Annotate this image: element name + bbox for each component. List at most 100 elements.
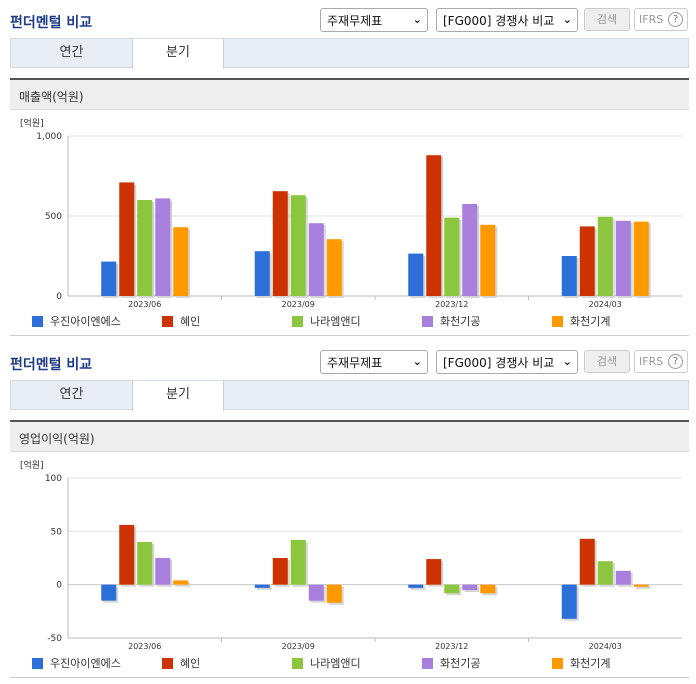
legend-item[interactable]: 화천기공 [422, 655, 480, 671]
ifrs-button[interactable]: IFRS? [634, 350, 688, 373]
x-tick-label: 2023/06 [128, 642, 161, 651]
revenue-chart: [억원] 0 500 1,000 2023/06 2023/09 2023/12 2024/0… [10, 110, 689, 336]
legend-label: 우진아이엔에스 [50, 315, 121, 328]
y-axis-unit-label: [억원] [20, 117, 44, 129]
tab-quarterly[interactable]: 분기 [132, 381, 224, 411]
compare-select[interactable]: [FG000] 경쟁사 비교 ⌄ [436, 8, 578, 32]
chevron-down-icon: ⌄ [412, 13, 422, 26]
bar [462, 204, 478, 296]
legend-swatch [32, 657, 43, 669]
legend-item[interactable]: 화천기계 [552, 655, 610, 671]
bar [173, 227, 189, 296]
fundamental-panel-operating-profit: 펀더멘털 비교 주재무제표 ⌄ [FG000] 경쟁사 비교 ⌄ 검색 IFRS? … [0, 342, 696, 678]
bar [272, 558, 288, 585]
compare-select[interactable]: [FG000] 경쟁사 비교 ⌄ [436, 350, 578, 374]
x-tick-label: 2023/12 [435, 642, 468, 651]
bar [101, 261, 117, 296]
statement-select[interactable]: 주재무제표 ⌄ [320, 8, 428, 32]
legend-swatch [32, 315, 43, 327]
chevron-down-icon: ⌄ [412, 355, 422, 368]
bar [308, 223, 324, 296]
legend-label: 우진아이엔에스 [50, 657, 121, 670]
chevron-down-icon: ⌄ [562, 355, 572, 368]
legend-item[interactable]: 혜인 [162, 655, 200, 671]
legend-item[interactable]: 혜인 [162, 313, 200, 329]
y-tick-label: 1,000 [36, 132, 62, 142]
legend-label: 화천기계 [570, 315, 611, 328]
bar [426, 155, 442, 296]
ifrs-label: IFRS [639, 13, 664, 26]
search-button[interactable]: 검색 [584, 8, 630, 31]
bar [290, 539, 306, 585]
section-title: 매출액(억원) [19, 90, 84, 104]
legend-swatch [162, 657, 173, 669]
legend-swatch [292, 657, 303, 669]
legend-label: 화천기공 [440, 315, 481, 328]
help-icon[interactable]: ? [668, 354, 683, 369]
legend-item[interactable]: 화천기공 [422, 313, 480, 329]
bar-shadow [256, 586, 272, 590]
bar [579, 538, 595, 585]
period-tabs: 연간 분기 [10, 380, 689, 411]
ifrs-button[interactable]: IFRS? [634, 8, 688, 31]
legend-label: 화천기공 [440, 657, 481, 670]
legend-swatch [292, 315, 303, 327]
x-tick-label: 2023/12 [435, 300, 468, 309]
period-tabs: 연간 분기 [10, 38, 689, 69]
bar [326, 239, 342, 296]
fundamental-panel-revenue: 펀더멘털 비교 주재무제표 ⌄ [FG000] 경쟁사 비교 ⌄ 검색 IFRS? … [0, 0, 696, 336]
bar [444, 217, 460, 296]
bar [173, 580, 189, 585]
bar [155, 558, 171, 585]
revenue-chart-svg: [억원] 0 500 1,000 2023/06 2023/09 2023/12 2024/0… [20, 117, 682, 309]
tab-annual[interactable]: 연간 [59, 387, 84, 402]
bar [480, 224, 496, 296]
help-icon[interactable]: ? [668, 12, 683, 27]
y-tick-label: 100 [45, 474, 62, 484]
legend-label: 혜인 [180, 657, 201, 670]
bar [408, 584, 424, 588]
operating-profit-chart-svg: [억원] -50 0 50 100 2023/06 2023/09 2023/12 2024/0… [20, 459, 682, 651]
bar [155, 198, 171, 296]
y-tick-label: 0 [56, 581, 62, 591]
operating-profit-chart: [억원] -50 0 50 100 2023/06 2023/09 2023/12 2024/0… [10, 452, 689, 678]
section-header: 매출액(억원) [10, 78, 689, 110]
bar-shadow [635, 586, 651, 589]
legend-label: 나라엠앤디 [310, 315, 361, 328]
bar [561, 584, 577, 619]
statement-select[interactable]: 주재무제표 ⌄ [320, 350, 428, 374]
legend-item[interactable]: 우진아이엔에스 [32, 655, 121, 671]
tab-annual[interactable]: 연간 [59, 45, 84, 60]
panel-title: 펀더멘털 비교 [10, 357, 93, 373]
section-title: 영업이익(억원) [19, 432, 95, 446]
y-tick-label: 50 [51, 527, 63, 537]
legend-item[interactable]: 나라엠앤디 [292, 313, 361, 329]
bar [408, 253, 424, 296]
tab-quarterly[interactable]: 분기 [132, 39, 224, 69]
bar [597, 216, 613, 296]
bar [137, 200, 153, 296]
legend-swatch [162, 315, 173, 327]
search-button[interactable]: 검색 [584, 350, 630, 373]
panel-header: 펀더멘털 비교 주재무제표 ⌄ [FG000] 경쟁사 비교 ⌄ 검색 IFRS? [0, 342, 696, 380]
legend-item[interactable]: 우진아이엔에스 [32, 313, 121, 329]
legend-item[interactable]: 나라엠앤디 [292, 655, 361, 671]
legend-item[interactable]: 화천기계 [552, 313, 610, 329]
bar [444, 584, 460, 594]
bar [615, 570, 631, 585]
bar [633, 221, 649, 296]
bar [272, 191, 288, 296]
bar [119, 524, 135, 585]
panel-title: 펀더멘털 비교 [10, 15, 93, 31]
chart-legend: 우진아이엔에스 혜인 나라엠앤디 화천기공 화천기계 [10, 313, 689, 331]
legend-swatch [552, 315, 563, 327]
compare-select-value: [FG000] 경쟁사 비교 [443, 356, 555, 370]
ifrs-label: IFRS [639, 355, 664, 368]
bar [633, 584, 649, 587]
bar [254, 584, 270, 588]
y-tick-label: 500 [45, 212, 62, 222]
x-tick-label: 2024/03 [589, 642, 622, 651]
panel-header: 펀더멘털 비교 주재무제표 ⌄ [FG000] 경쟁사 비교 ⌄ 검색 IFRS? [0, 0, 696, 38]
bar [101, 584, 117, 601]
bar [119, 182, 135, 296]
